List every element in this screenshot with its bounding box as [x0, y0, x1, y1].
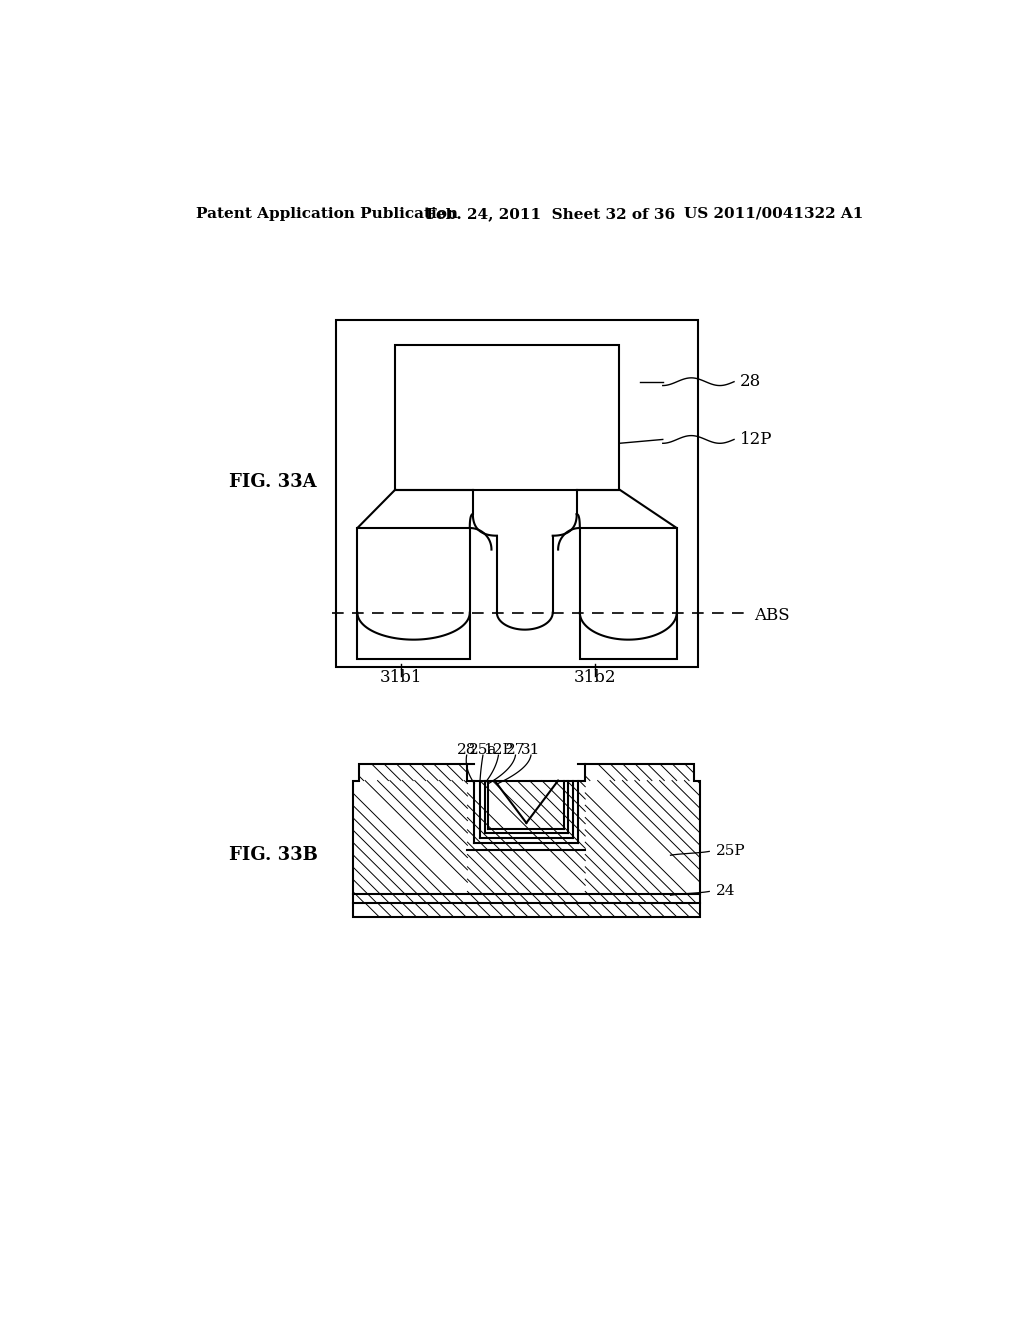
- Text: 27: 27: [506, 743, 525, 756]
- Text: 25a: 25a: [469, 743, 497, 756]
- Bar: [395, 345, 620, 490]
- Text: Feb. 24, 2011  Sheet 32 of 36: Feb. 24, 2011 Sheet 32 of 36: [426, 207, 676, 220]
- Bar: [580, 528, 677, 659]
- Bar: [357, 528, 470, 659]
- Text: FIG. 33B: FIG. 33B: [228, 846, 317, 865]
- Text: 31: 31: [521, 743, 541, 756]
- Text: 12P: 12P: [740, 430, 773, 447]
- Text: US 2011/0041322 A1: US 2011/0041322 A1: [684, 207, 864, 220]
- Text: 12P: 12P: [483, 743, 513, 756]
- Text: 31b1: 31b1: [380, 669, 422, 686]
- Bar: [336, 321, 698, 667]
- Text: Patent Application Publication: Patent Application Publication: [197, 207, 458, 220]
- Text: FIG. 33A: FIG. 33A: [228, 473, 316, 491]
- Text: 31b2: 31b2: [574, 669, 616, 686]
- Text: ABS: ABS: [755, 607, 790, 624]
- Text: 25P: 25P: [716, 845, 745, 858]
- Text: 28: 28: [457, 743, 476, 756]
- Text: 28: 28: [740, 374, 762, 391]
- Text: 24: 24: [716, 884, 735, 899]
